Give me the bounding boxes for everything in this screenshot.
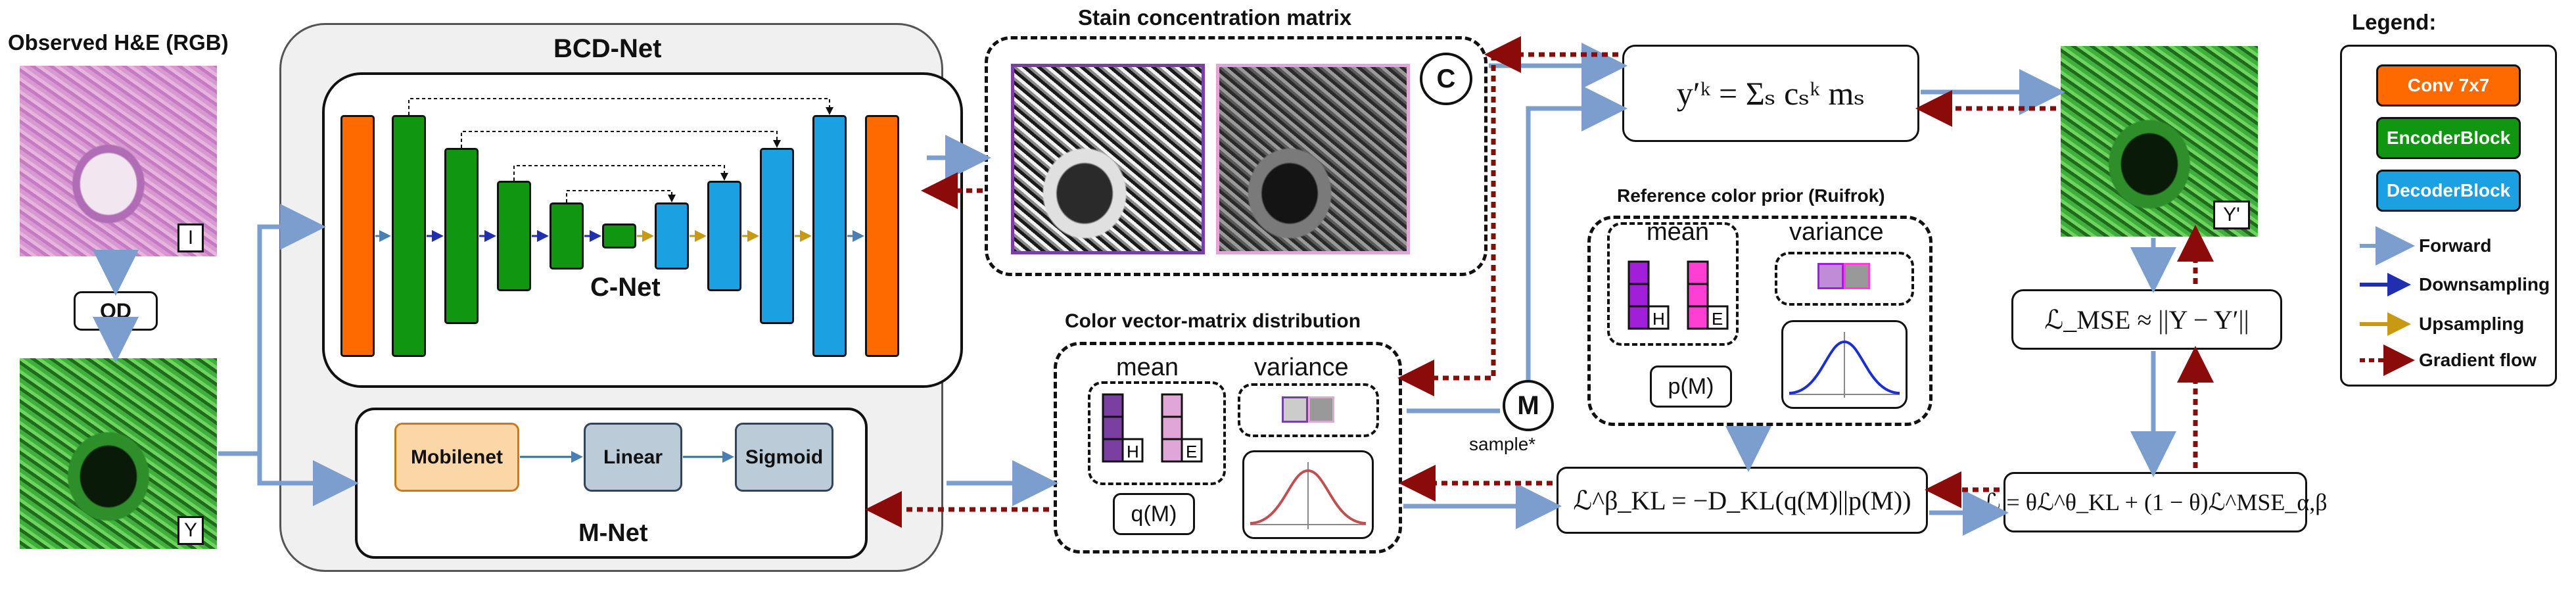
posterior-variance-label: variance <box>1254 354 1349 381</box>
conv-block-in <box>340 115 375 357</box>
observed-he-image <box>20 66 217 256</box>
legend-forward-label: Forward <box>2419 235 2492 256</box>
he-image-tag: I <box>177 224 204 252</box>
stain-h-channel <box>1011 64 1205 254</box>
legend-title: Legend: <box>2352 10 2437 34</box>
legend-encoder: EncoderBlock <box>2376 117 2521 159</box>
prior-gaussian-box <box>1781 320 1908 409</box>
encoder-block-5 <box>602 224 636 248</box>
mse-loss-box: ℒ_MSE ≈ ||Y − Y′|| <box>2011 289 2282 350</box>
kl-loss-box: ℒ^β_KL = −D_KL(q(M)||p(M)) <box>1557 467 1928 534</box>
stain-title: Stain concentration matrix <box>1078 5 1352 30</box>
mnet-linear: Linear <box>584 423 682 492</box>
posterior-mean-label: mean <box>1116 354 1179 381</box>
posterior-variance-cell-1 <box>1282 396 1308 423</box>
posterior-variance-cell-2 <box>1308 396 1334 423</box>
sample-label: sample* <box>1469 434 1536 454</box>
m-sample-symbol: M <box>1503 380 1554 431</box>
legend-upsampling-label: Upsampling <box>2419 314 2525 334</box>
total-loss-box: ℒ = θℒ^θ_KL + (1 − θ)ℒ^MSE_α,β <box>1983 472 2328 532</box>
cnet-label: C-Net <box>590 273 661 302</box>
legend-decoder: DecoderBlock <box>2376 170 2521 212</box>
conv-block-out <box>865 115 899 357</box>
legend-conv: Conv 7x7 <box>2376 64 2521 106</box>
reconstruction-equation-text: y′ᵏ = Σₛ cₛᵏ mₛ <box>1676 75 1865 112</box>
posterior-dist-label-box: q(M) <box>1113 493 1195 535</box>
stain-e-channel <box>1216 64 1410 254</box>
od-image-tag: Y <box>177 516 204 545</box>
posterior-gaussian-box <box>1242 450 1374 539</box>
prior-dist-label: p(M) <box>1668 373 1714 399</box>
bcdnet-title: BCD-Net <box>553 34 662 63</box>
mse-loss-text: ℒ_MSE ≈ ||Y − Y′|| <box>2044 304 2249 335</box>
legend-gradient-label: Gradient flow <box>2419 350 2537 370</box>
prior-title: Reference color prior (Ruifrok) <box>1617 185 1885 206</box>
decoder-block-1 <box>655 202 689 270</box>
legend-downsampling-label: Downsampling <box>2419 274 2550 294</box>
prior-variance-label: variance <box>1789 218 1884 246</box>
decoder-block-3 <box>760 148 794 324</box>
od-transform-box: OD <box>74 291 158 331</box>
posterior-mean-box <box>1088 381 1226 485</box>
reconstruction-equation: y′ᵏ = Σₛ cₛᵏ mₛ <box>1622 45 1919 142</box>
decoder-block-4 <box>812 115 847 357</box>
mnet-mobilenet: Mobilenet <box>394 423 519 492</box>
encoder-block-2 <box>444 148 479 324</box>
mnet-sigmoid: Sigmoid <box>735 423 833 492</box>
decoder-block-2 <box>707 181 741 291</box>
mnet-label: M-Net <box>578 519 648 547</box>
encoder-block-4 <box>550 202 584 270</box>
posterior-dist-label: q(M) <box>1131 501 1177 527</box>
observed-he-title: Observed H&E (RGB) <box>8 30 229 55</box>
posterior-title: Color vector-matrix distribution <box>1065 310 1361 332</box>
kl-loss-text: ℒ^β_KL = −D_KL(q(M)||p(M)) <box>1573 485 1911 515</box>
c-symbol: C <box>1420 53 1472 105</box>
reconstructed-image-tag: Y' <box>2213 200 2250 229</box>
encoder-block-3 <box>497 181 531 291</box>
total-loss-text: ℒ = θℒ^θ_KL + (1 − θ)ℒ^MSE_α,β <box>1983 489 2328 515</box>
encoder-block-1 <box>392 115 426 357</box>
prior-dist-label-box: p(M) <box>1650 365 1732 408</box>
prior-mean-label: mean <box>1647 218 1710 246</box>
prior-variance-cell-2 <box>1844 263 1870 289</box>
od-label: OD <box>100 298 131 323</box>
prior-variance-cell-1 <box>1817 263 1844 289</box>
